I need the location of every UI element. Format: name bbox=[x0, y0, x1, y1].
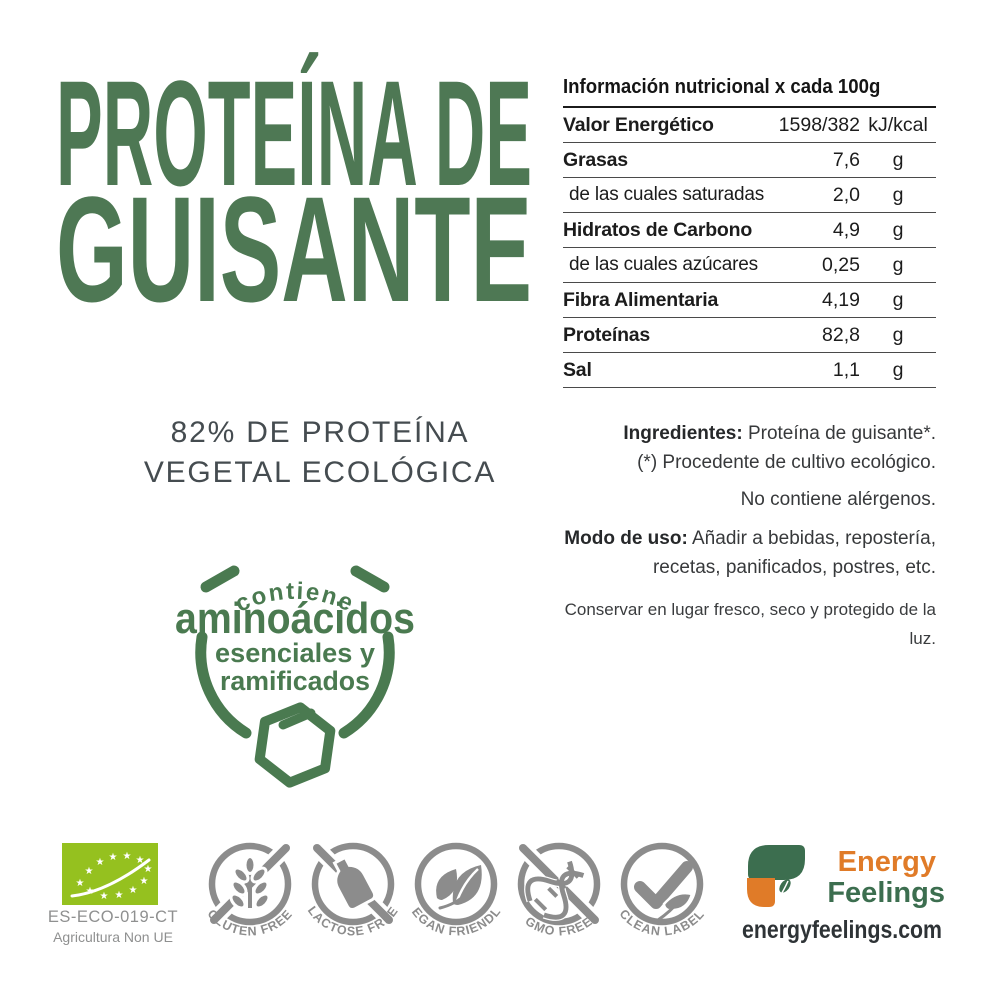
table-row: Sal 1,1 g bbox=[563, 353, 936, 388]
eu-certification-code: ES-ECO-019-CT bbox=[47, 908, 179, 926]
protein-claim-line2: VEGETAL ECOLÓGICA bbox=[143, 456, 497, 489]
amino-acid-badge: contiene aminoácidos esenciales y ramifi… bbox=[175, 565, 415, 788]
badge-dash-left bbox=[200, 565, 240, 593]
badge-dash-right bbox=[350, 565, 390, 593]
badge-arc-right bbox=[338, 631, 395, 739]
hexagon-bond-line bbox=[278, 708, 316, 730]
eu-logo-swoosh bbox=[70, 858, 151, 898]
badge-circle bbox=[517, 842, 601, 926]
badge-circle bbox=[620, 842, 704, 926]
nutrient-value: 0,25 bbox=[822, 253, 860, 276]
storage-note: Conservar en lugar fresco, seco y proteg… bbox=[564, 600, 936, 648]
wheat-icon bbox=[229, 855, 271, 910]
nutrient-unit: g bbox=[892, 323, 904, 346]
product-title-line2: GUISANTE bbox=[56, 165, 532, 333]
eu-organic-text: ES-ECO-019-CT Agricultura Non UE bbox=[40, 908, 186, 945]
svg-text:★: ★ bbox=[85, 866, 94, 877]
nutrient-unit: g bbox=[892, 183, 904, 206]
nutrient-label: Valor Energético bbox=[563, 113, 714, 136]
nutrient-label: Fibra Alimentaria bbox=[563, 288, 719, 311]
nutrient-label: de las cuales saturadas bbox=[569, 184, 765, 205]
nutrient-label: de las cuales azúcares bbox=[569, 254, 758, 275]
ingredients-note: (*) Procedente de cultivo ecológico. bbox=[637, 452, 936, 473]
nutrient-unit: g bbox=[892, 148, 904, 171]
clean-label-badge: CLEAN LABEL bbox=[617, 842, 706, 939]
allergen-note: No contiene alérgenos. bbox=[740, 489, 936, 510]
svg-text:★: ★ bbox=[96, 857, 105, 868]
product-title: PROTEÍNA DE GUISANTE bbox=[56, 49, 532, 333]
nutrition-table: Información nutricional x cada 100g Valo… bbox=[563, 76, 936, 388]
svg-text:★: ★ bbox=[123, 851, 132, 862]
eu-logo-stars: ★★★ ★ ★ ★ ★★★ ★★★ bbox=[76, 851, 153, 902]
nutrient-label: Grasas bbox=[563, 148, 628, 171]
protein-claim: 82% DE PROTEÍNA VEGETAL ECOLÓGICA bbox=[65, 413, 575, 493]
dna-icon bbox=[524, 860, 585, 921]
svg-text:★: ★ bbox=[100, 891, 109, 902]
brand-leaf-green-shape bbox=[748, 845, 805, 880]
ingredients-label: Ingredientes: bbox=[623, 423, 743, 444]
nutrient-value: 2,0 bbox=[832, 183, 860, 206]
ingredients-block: Ingredientes: Proteína de guisante*. (*)… bbox=[536, 419, 936, 653]
svg-text:★: ★ bbox=[140, 876, 149, 887]
brand-name-bottom: Feelings bbox=[827, 877, 945, 909]
badge-word3: ramificados bbox=[220, 666, 370, 696]
nutrient-unit: g bbox=[892, 253, 904, 276]
nutrient-value: 4,19 bbox=[822, 288, 860, 311]
product-title-line1: PROTEÍNA DE bbox=[56, 49, 532, 217]
nutrient-unit: kJ/kcal bbox=[868, 113, 928, 136]
svg-text:★: ★ bbox=[144, 864, 153, 875]
gluten-free-badge: GLUTEN FREE bbox=[205, 842, 294, 939]
eu-organic-leaf-logo: ★★★ ★ ★ ★ ★★★ ★★★ bbox=[62, 843, 158, 905]
brand-website: energyfeelings.com bbox=[742, 916, 942, 944]
usage-text: Modo de uso: Añadir a bebidas, reposterí… bbox=[564, 528, 936, 578]
badge-arc-left bbox=[195, 631, 252, 739]
nutrient-label: Proteínas bbox=[563, 323, 651, 346]
svg-text:★: ★ bbox=[115, 890, 124, 901]
nutrient-value: 1,1 bbox=[832, 358, 860, 381]
nutrient-unit: g bbox=[892, 358, 904, 381]
energy-feelings-logo: Energy Feelings energyfeelings.com bbox=[742, 845, 945, 944]
table-row: de las cuales azúcares 0,25 g bbox=[563, 248, 936, 283]
brand-leaf-orange-shape bbox=[747, 878, 775, 907]
table-row: Hidratos de Carbono 4,9 g bbox=[563, 213, 936, 248]
nutrient-value: 1598/382 bbox=[778, 113, 860, 136]
badge-circle bbox=[208, 842, 292, 926]
hexagon-molecule-icon bbox=[254, 702, 336, 788]
nutrient-value: 4,9 bbox=[832, 218, 860, 241]
vegan-friendly-badge: VEGAN FRIENDLY bbox=[401, 829, 502, 939]
svg-text:★: ★ bbox=[109, 852, 118, 863]
brand-name-top: Energy bbox=[838, 846, 936, 878]
table-row: Proteínas 82,8 g bbox=[563, 318, 936, 353]
lactose-free-badge: LACTOSE FREE bbox=[305, 842, 400, 939]
brand-leaf-stem bbox=[779, 880, 789, 897]
nutrient-value: 82,8 bbox=[822, 323, 860, 346]
svg-text:★: ★ bbox=[129, 885, 138, 896]
checkmark-leaf-icon bbox=[634, 861, 694, 922]
table-row: de las cuales saturadas 2,0 g bbox=[563, 178, 936, 213]
milk-bottle-icon bbox=[332, 855, 377, 912]
leaves-icon bbox=[436, 865, 482, 910]
badge-word2: esenciales y bbox=[215, 638, 375, 668]
nutrition-table-header: Información nutricional x cada 100g bbox=[563, 76, 881, 98]
nutrient-unit: g bbox=[892, 218, 904, 241]
svg-text:★: ★ bbox=[76, 878, 85, 889]
ingredients-text: Ingredientes: Proteína de guisante*. (*)… bbox=[623, 423, 936, 473]
nutrient-label: Sal bbox=[563, 358, 592, 381]
badge-circle bbox=[311, 842, 395, 926]
table-row: Valor Energético 1598/382 kJ/kcal bbox=[563, 108, 936, 143]
nutrient-unit: g bbox=[892, 288, 904, 311]
nutrient-value: 7,6 bbox=[832, 148, 860, 171]
badge-word1: aminoácidos bbox=[175, 594, 415, 643]
eu-agriculture-origin: Agricultura Non UE bbox=[53, 929, 173, 945]
table-row: Grasas 7,6 g bbox=[563, 143, 936, 178]
nutrient-label: Hidratos de Carbono bbox=[563, 218, 753, 241]
gmo-free-badge: GMO FREE bbox=[517, 842, 601, 939]
badge-circle bbox=[414, 842, 498, 926]
svg-text:★: ★ bbox=[136, 855, 145, 866]
table-row: Fibra Alimentaria 4,19 g bbox=[563, 283, 936, 318]
usage-label: Modo de uso: bbox=[564, 528, 688, 549]
protein-claim-line1: 82% DE PROTEÍNA bbox=[170, 416, 470, 449]
